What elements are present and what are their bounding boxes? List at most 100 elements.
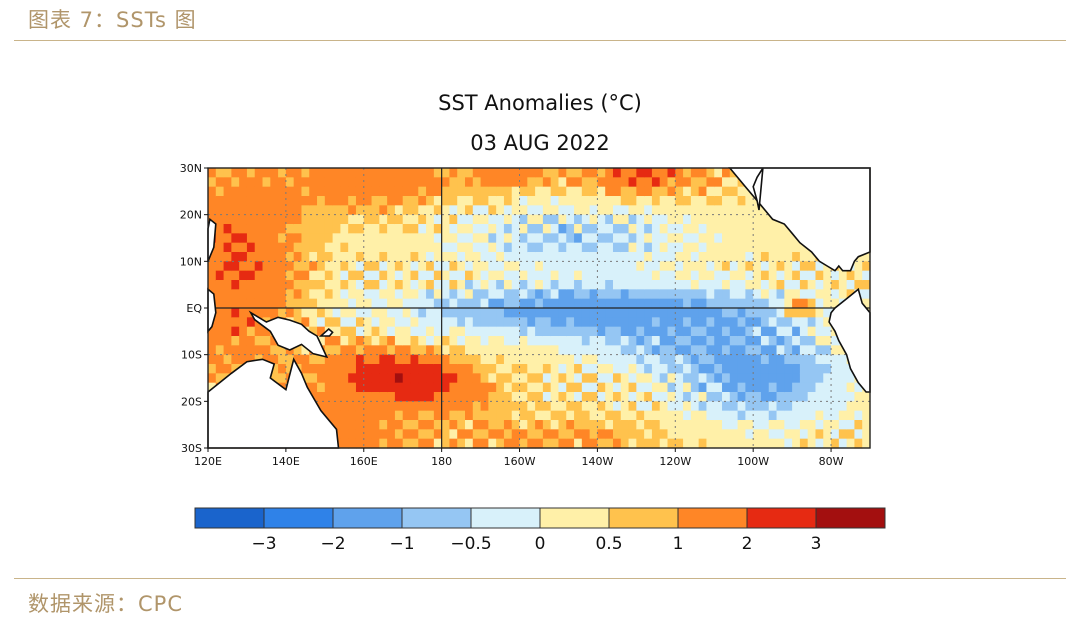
sst-cell <box>566 392 575 402</box>
sst-cell <box>550 186 560 197</box>
sst-cell <box>581 373 591 384</box>
sst-cell <box>402 438 412 449</box>
sst-cell <box>714 410 723 421</box>
sst-cell <box>340 261 349 272</box>
sst-cell <box>387 261 396 272</box>
sst-cell <box>659 196 669 206</box>
sst-cell <box>309 373 318 384</box>
sst-cell <box>566 373 575 384</box>
sst-cell <box>581 168 591 178</box>
sst-cell <box>418 308 427 318</box>
sst-cell <box>581 317 591 328</box>
sst-cell <box>768 298 778 309</box>
sst-cell <box>597 196 606 206</box>
sst-cell <box>581 224 591 234</box>
sst-cell <box>278 168 287 178</box>
sst-cell <box>496 177 505 188</box>
sst-cell <box>348 438 357 449</box>
sst-cell <box>363 392 373 402</box>
sst-cell <box>488 420 497 430</box>
sst-cell <box>605 410 614 421</box>
sst-cell <box>511 326 521 337</box>
sst-cell <box>379 345 388 356</box>
sst-cell <box>667 298 676 309</box>
sst-cell <box>542 317 552 328</box>
sst-cell <box>846 438 856 449</box>
sst-cell <box>831 392 840 402</box>
sst-cell <box>402 401 412 412</box>
colorbar-swatch <box>194 507 265 529</box>
sst-cell <box>636 205 645 216</box>
sst-cell <box>784 298 793 309</box>
sst-cell <box>332 252 341 262</box>
sst-cell <box>215 205 225 216</box>
sst-cell <box>262 345 271 356</box>
sst-cell <box>371 252 380 262</box>
sst-cell <box>246 336 256 346</box>
sst-cell <box>332 410 341 421</box>
sst-cell <box>838 345 848 356</box>
sst-cell <box>480 177 489 188</box>
sst-cell <box>792 392 801 402</box>
sst-cell <box>394 382 404 393</box>
sst-cell <box>324 392 334 402</box>
sst-cell <box>472 261 482 272</box>
sst-cell <box>838 373 848 384</box>
sst-cell <box>426 289 435 300</box>
sst-cell <box>449 354 458 365</box>
sst-cell <box>317 261 326 272</box>
sst-cell <box>433 242 443 253</box>
sst-cell <box>278 270 287 281</box>
sst-cell <box>433 354 443 365</box>
sst-cell <box>519 252 528 262</box>
sst-cell <box>363 233 373 244</box>
sst-cell <box>371 420 380 430</box>
sst-cell <box>488 345 497 356</box>
sst-cell <box>433 186 443 197</box>
sst-cell <box>550 308 560 318</box>
sst-cell <box>262 233 271 244</box>
sst-cell <box>472 205 482 216</box>
sst-cell <box>457 354 466 365</box>
sst-cell <box>527 242 536 253</box>
sst-cell <box>636 364 645 374</box>
sst-cell <box>208 168 217 178</box>
sst-cell <box>651 354 661 365</box>
sst-cell <box>823 336 832 346</box>
sst-cell <box>457 289 466 300</box>
sst-cell <box>831 373 840 384</box>
chart-subtitle: 03 AUG 2022 <box>470 131 610 155</box>
sst-cell <box>605 270 614 281</box>
sst-cell <box>426 429 435 440</box>
sst-cell <box>581 336 591 346</box>
sst-cell <box>402 364 412 374</box>
sst-cell <box>410 224 419 234</box>
sst-cell <box>714 317 723 328</box>
sst-cell <box>737 205 746 216</box>
sst-cell <box>574 373 583 384</box>
sst-cell <box>620 326 630 337</box>
sst-cell <box>246 270 256 281</box>
sst-cell <box>410 308 419 318</box>
sst-cell <box>239 298 248 309</box>
sst-cell <box>535 438 544 449</box>
sst-cell <box>581 261 591 272</box>
sst-cell <box>340 345 349 356</box>
sst-cell <box>574 420 583 430</box>
sst-cell <box>324 196 334 206</box>
sst-cell <box>706 233 715 244</box>
sst-cell <box>511 354 521 365</box>
sst-cell <box>823 280 832 290</box>
sst-cell <box>698 438 708 449</box>
sst-cell <box>737 280 746 290</box>
sst-cell <box>433 317 443 328</box>
sst-cell <box>768 382 778 393</box>
sst-cell <box>488 214 497 225</box>
sst-cell <box>768 270 778 281</box>
sst-cell <box>659 270 669 281</box>
sst-cell <box>745 308 754 318</box>
sst-cell <box>550 280 560 290</box>
sst-cell <box>574 270 583 281</box>
sst-cell <box>831 298 840 309</box>
sst-cell <box>317 401 326 412</box>
